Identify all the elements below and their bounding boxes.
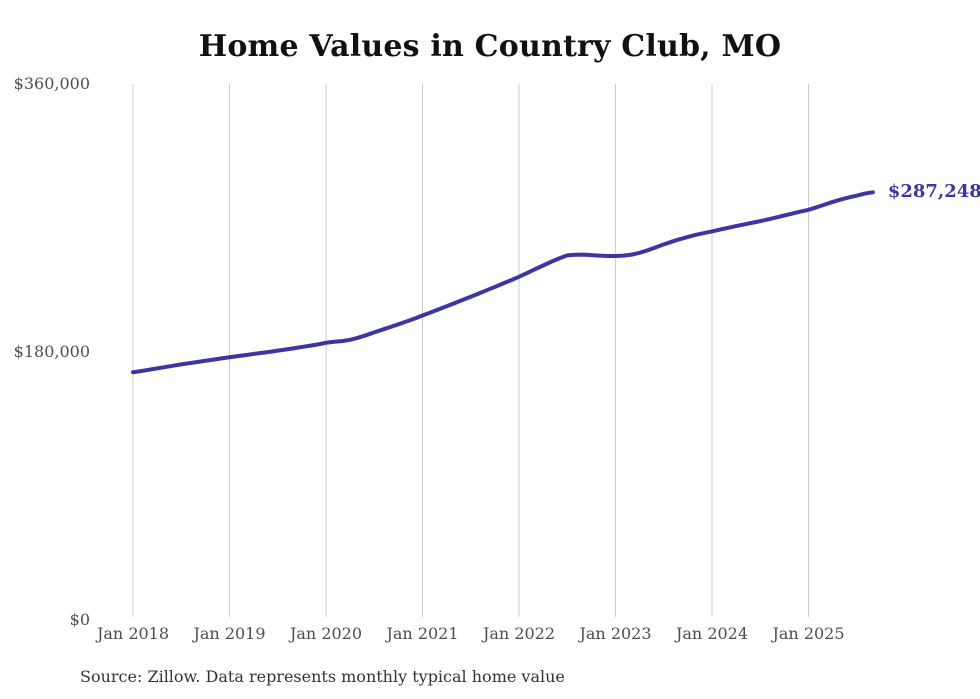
x-tick-label: Jan 2020: [289, 624, 363, 643]
vertical-gridlines: [132, 84, 809, 617]
x-tick-label: Jan 2025: [772, 624, 845, 643]
chart-title: Home Values in Country Club, MO: [198, 29, 782, 64]
y-tick-label: $180,000: [13, 342, 90, 361]
x-tick-label: Jan 2019: [193, 624, 266, 643]
y-tick-label: $360,000: [13, 74, 90, 93]
x-tick-label: Jan 2018: [96, 624, 170, 643]
y-tick-label: $0: [69, 610, 90, 629]
value-line: [131, 190, 875, 375]
x-tick-label: Jan 2024: [675, 624, 749, 643]
x-tick-label: Jan 2023: [579, 624, 652, 643]
x-tick-label: Jan 2021: [386, 624, 459, 643]
source-note: Source: Zillow. Data represents monthly …: [80, 667, 565, 686]
latest-value-label: $287,248: [887, 181, 980, 203]
x-tick-label: Jan 2022: [482, 624, 556, 643]
